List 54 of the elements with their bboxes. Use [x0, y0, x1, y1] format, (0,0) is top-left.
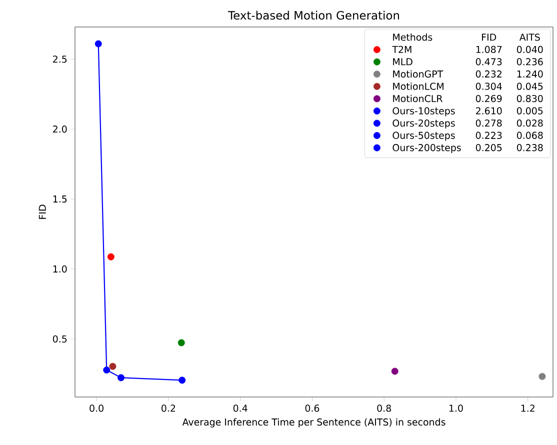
y-tick-label: 0.5	[52, 335, 67, 343]
point	[178, 376, 186, 384]
legend-label: T2M	[392, 46, 412, 53]
x-tick-label: 0.8	[377, 404, 391, 412]
x-tick-label: 1.0	[449, 404, 463, 412]
annotation: 0.830	[516, 94, 543, 102]
point	[118, 374, 124, 382]
point	[94, 40, 102, 48]
annotation: 0.205	[476, 144, 502, 152]
x-tick-label: 0.6	[305, 404, 320, 412]
point	[103, 366, 110, 374]
point	[107, 253, 114, 260]
annotation: 0.304	[476, 82, 502, 90]
y-tick-label: 1.5	[53, 196, 67, 203]
annotation: 0.269	[476, 94, 502, 102]
annotation: 0.238	[516, 144, 543, 152]
annotation: 0.040	[516, 46, 543, 54]
annotation: 0.278	[476, 120, 502, 127]
annotation: FID	[482, 34, 496, 41]
point	[109, 362, 116, 370]
legend-label: Ours-200steps	[392, 144, 461, 154]
chart-title: Text-based Motion Generation	[228, 10, 399, 20]
annotation: 0.232	[476, 70, 502, 78]
annotation: 0.028	[516, 120, 543, 127]
y-tick-label: 1.0	[53, 265, 67, 273]
annotation: 2.610	[476, 107, 502, 114]
legend-title: Methods	[393, 33, 432, 41]
legend-label: Ours-10steps	[392, 107, 455, 116]
annotation: 1.087	[476, 46, 502, 54]
legend-label: Ours-20steps	[392, 120, 455, 129]
annotation: AITS	[519, 34, 540, 41]
annotation: 0.045	[516, 82, 543, 90]
y-tick-label: 2.5	[53, 56, 67, 63]
point	[178, 339, 185, 346]
x-tick-label: 1.2	[521, 404, 534, 412]
legend-label: MotionCLR	[393, 94, 442, 102]
x-tick-label: 0.0	[90, 404, 104, 412]
legend-label: MLD	[393, 58, 412, 66]
y-tick-label: 2.0	[53, 126, 67, 133]
legend-label: MotionLCM	[393, 82, 444, 90]
legend-label: Ours-50steps	[392, 132, 455, 141]
annotation: 0.068	[516, 132, 543, 139]
x-tick-label: 0.2	[162, 404, 176, 412]
point	[391, 368, 398, 375]
annotation: 1.240	[517, 70, 543, 78]
point	[538, 372, 546, 380]
annotation: 0.236	[516, 58, 543, 66]
x-tick-label: 0.4	[233, 404, 248, 412]
x-axis-title: Average Inference Time per Sentence (AITS) in seconds	[182, 418, 446, 428]
annotation: 0.005	[516, 107, 543, 114]
y-axis-title: FID	[38, 204, 46, 219]
annotation: 0.473	[476, 58, 502, 66]
legend-label: MotionGPT	[393, 70, 444, 78]
annotation: 0.223	[476, 132, 502, 139]
